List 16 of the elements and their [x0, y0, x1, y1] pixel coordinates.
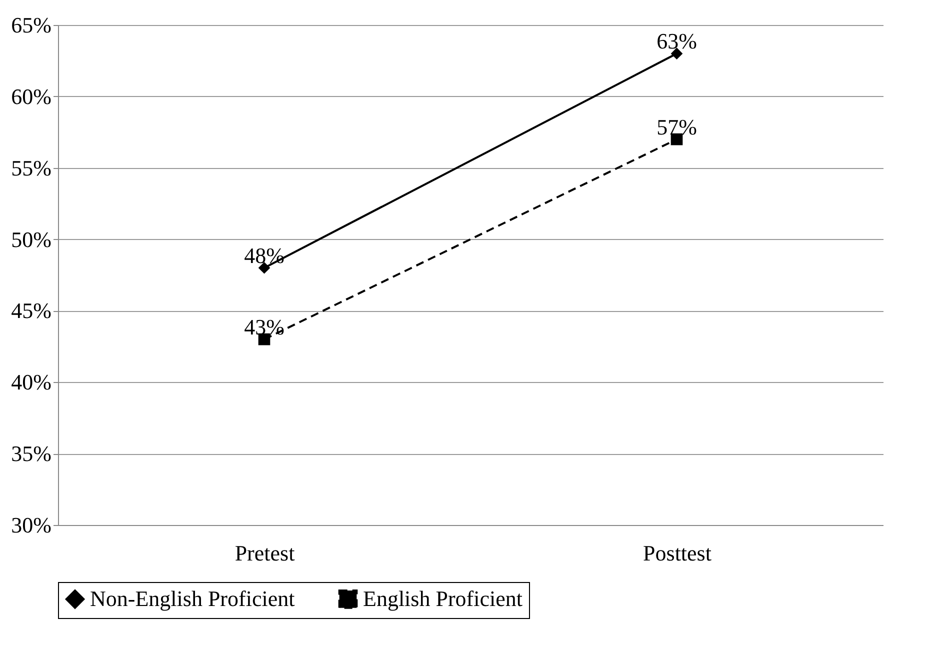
y-tick-label: 35% [11, 441, 52, 466]
y-tick-label: 30% [11, 512, 52, 538]
x-tick-label: Posttest [643, 540, 712, 566]
data-label: 57% [656, 114, 697, 140]
x-tick-label: Pretest [234, 540, 295, 566]
data-label: 63% [656, 28, 697, 54]
y-tick-label: 65% [11, 12, 52, 38]
y-tick-label: 45% [11, 298, 52, 324]
legend-label: Non-English Proficient [90, 586, 295, 612]
y-tick-label: 55% [11, 155, 52, 180]
y-tick-label: 60% [11, 84, 52, 109]
legend-label: English Proficient [363, 586, 522, 612]
data-label: 48% [244, 242, 284, 268]
data-label: 43% [244, 314, 284, 340]
y-tick-label: 40% [11, 370, 52, 395]
y-tick-label: 50% [11, 226, 52, 252]
